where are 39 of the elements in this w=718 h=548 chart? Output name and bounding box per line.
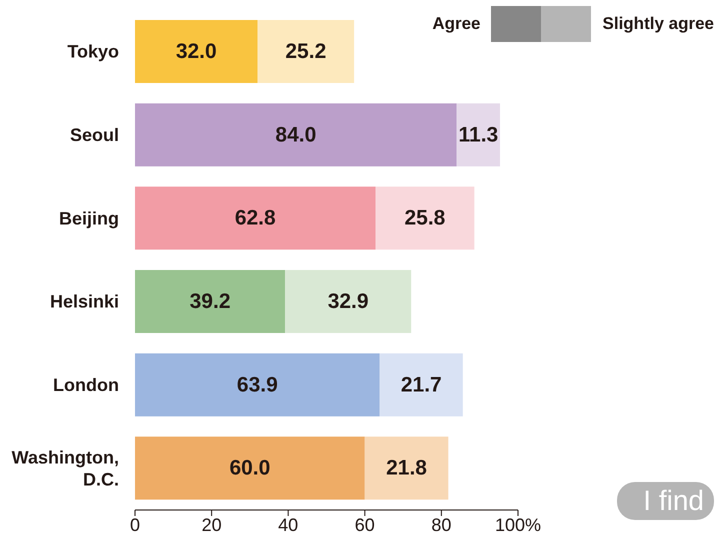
data-label: 21.8 <box>386 456 428 480</box>
bar <box>364 436 448 500</box>
y-tick-label: Helsinki <box>50 292 119 312</box>
data-label: 21.7 <box>400 373 442 396</box>
y-tick-label: Beijing <box>58 208 119 228</box>
x-tick-label: 0 <box>130 514 140 535</box>
y-tick-label: Tokyo <box>67 42 120 62</box>
bar <box>135 186 376 250</box>
data-label: 62.8 <box>234 206 276 230</box>
bar <box>135 353 380 416</box>
y-tick-label: Seoul <box>70 125 119 145</box>
data-label: 84.0 <box>275 123 316 146</box>
text: Slightly agree <box>602 14 714 34</box>
data-label: 25.2 <box>285 40 326 63</box>
text: I find <box>617 482 714 520</box>
bar <box>258 20 354 83</box>
data-label: 60.0 <box>229 456 270 480</box>
bar <box>456 103 500 166</box>
bar <box>135 20 258 83</box>
bar <box>285 270 412 333</box>
y-tick-label: Washington, D.C. <box>12 447 119 490</box>
data-label: 32.0 <box>176 40 217 63</box>
y-tick-label: London <box>53 375 119 395</box>
bar <box>135 436 365 500</box>
data-label: 39.2 <box>190 290 231 313</box>
x-tick-label: 20 <box>202 514 222 535</box>
text: Agree <box>432 14 481 34</box>
bar <box>135 103 457 166</box>
bar <box>376 186 474 250</box>
x-tick-label: 60 <box>354 514 375 535</box>
data-label: 11.3 <box>458 123 498 146</box>
bar <box>135 270 286 333</box>
x-tick-label: 100% <box>494 514 542 535</box>
data-label: 25.8 <box>404 206 446 230</box>
data-label: 63.9 <box>236 373 278 396</box>
x-tick-label: 80 <box>431 514 452 535</box>
x-tick-label: 40 <box>278 514 298 535</box>
data-label: 32.9 <box>328 290 369 313</box>
bar <box>380 353 463 416</box>
